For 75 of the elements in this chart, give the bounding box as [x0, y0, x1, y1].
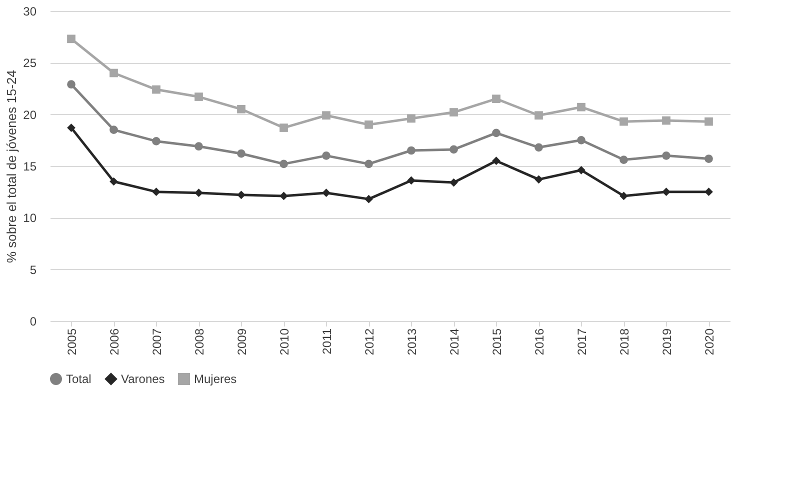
y-tick-label: 30 [23, 4, 37, 18]
point [194, 142, 203, 151]
point [322, 188, 330, 198]
point [67, 124, 76, 132]
point [110, 177, 118, 186]
point [577, 136, 586, 144]
legend-label: Total [66, 372, 92, 386]
x-tick-label: 2005 [64, 328, 79, 356]
point [364, 160, 373, 168]
x-tick-label: 2015 [490, 328, 504, 356]
point [407, 114, 416, 123]
point [534, 111, 543, 120]
y-tick-label: 25 [23, 56, 37, 70]
point [67, 34, 76, 44]
point [110, 126, 118, 134]
x-tick-label: 2014 [447, 328, 462, 356]
x-tick-label: 2009 [234, 328, 249, 356]
x-tick-label: 2017 [574, 328, 589, 356]
point [534, 175, 543, 184]
legend-label: Varones [121, 372, 165, 386]
x-tick-label: 2008 [192, 328, 206, 356]
point [704, 117, 713, 126]
point [364, 194, 373, 204]
point [492, 156, 500, 166]
point [322, 151, 330, 160]
point [577, 166, 586, 174]
point [194, 92, 203, 101]
x-tick-label: 2012 [362, 328, 376, 356]
point [407, 146, 416, 155]
point [577, 102, 586, 112]
point [450, 178, 458, 187]
point [407, 176, 416, 185]
point [450, 108, 458, 116]
point [237, 149, 246, 158]
point [152, 188, 160, 196]
x-tick-label: 2020 [702, 328, 716, 356]
point [620, 156, 628, 164]
point [237, 104, 246, 114]
point [662, 151, 670, 160]
point [662, 116, 670, 125]
point [110, 68, 118, 78]
legend-label: Mujeres [194, 372, 237, 386]
x-tick-label: 2011 [320, 328, 334, 354]
point [620, 117, 628, 126]
point [450, 145, 458, 154]
point [662, 188, 670, 196]
y-tick-label: 15 [23, 160, 37, 174]
point [704, 188, 713, 196]
x-tick-label: 2007 [150, 328, 164, 356]
y-tick-label: 20 [23, 108, 37, 122]
point [704, 154, 713, 163]
y-axis-title: % sobre el total de jóvenes 15-24 [4, 70, 20, 263]
point [534, 143, 543, 152]
point [492, 128, 500, 138]
point [152, 137, 160, 146]
x-tick-label: 2010 [277, 328, 292, 356]
point [492, 94, 500, 104]
point [620, 192, 628, 200]
point [280, 192, 288, 200]
x-tick-label: 2019 [660, 328, 674, 356]
point [237, 190, 246, 200]
point [152, 85, 160, 94]
point [194, 188, 203, 198]
x-tick-label: 2016 [532, 328, 546, 356]
point [67, 80, 76, 89]
point [280, 124, 288, 132]
y-tick-label: 0 [30, 314, 37, 328]
point [364, 120, 373, 129]
point [280, 160, 288, 168]
x-tick-label: 2006 [107, 328, 122, 356]
y-tick-label: 5 [30, 262, 37, 277]
x-tick-label: 2013 [404, 328, 419, 356]
x-tick-label: 2018 [617, 328, 632, 356]
point [322, 111, 330, 120]
y-tick-label: 10 [23, 211, 37, 226]
